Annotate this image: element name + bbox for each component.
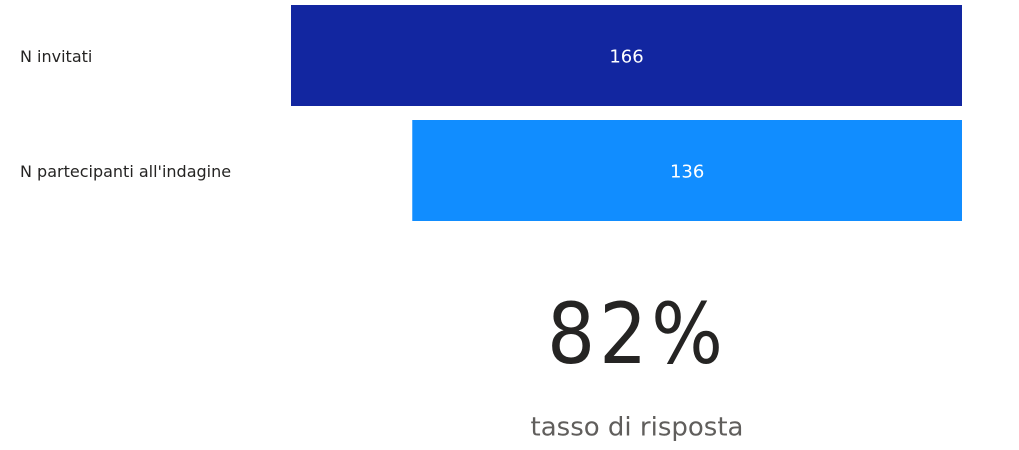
category-label: N partecipanti all'indagine [20,162,231,181]
card-label: tasso di risposta [531,413,744,443]
funnel-bar [412,120,963,221]
card-value: 82% [547,285,727,383]
category-label: N invitati [20,47,92,66]
funnel-bar [291,5,962,106]
data-label: 166 [609,47,643,68]
data-label: 136 [670,162,704,183]
